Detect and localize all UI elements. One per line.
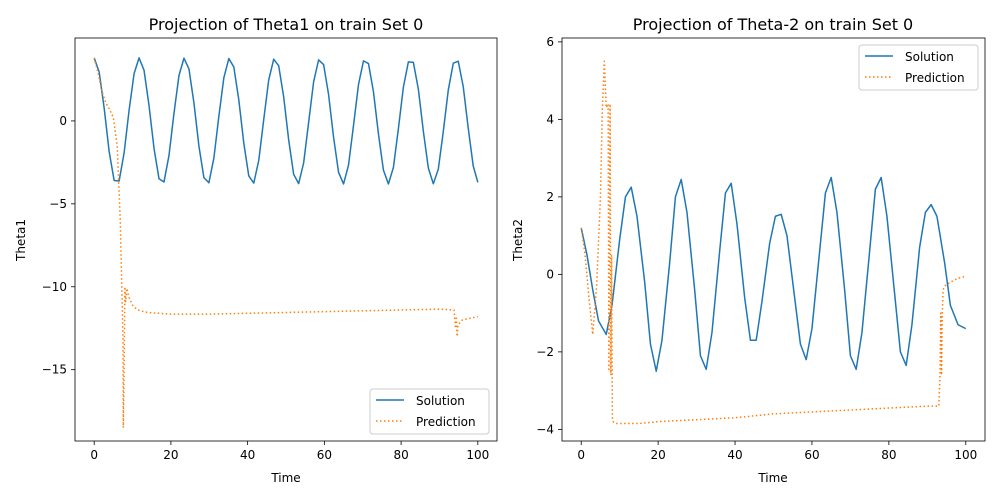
legend-label-prediction: Prediction xyxy=(905,71,965,85)
y-axis-label: Theta2 xyxy=(511,219,525,262)
x-tick-label: 100 xyxy=(466,448,489,462)
y-tick-label: 6 xyxy=(546,35,554,49)
y-tick-label: 2 xyxy=(546,190,554,204)
chart-title: Projection of Theta-2 on train Set 0 xyxy=(633,15,913,34)
y-axis-label: Theta1 xyxy=(14,219,28,262)
y-tick-label: −5 xyxy=(49,197,67,211)
x-axis-label: Time xyxy=(270,471,300,485)
legend: Solution Prediction xyxy=(858,44,979,91)
series-line-solution xyxy=(93,57,479,185)
legend: Solution Prediction xyxy=(369,388,490,435)
series-line-prediction xyxy=(580,60,966,425)
x-tick-label: 80 xyxy=(393,448,408,462)
chart-panel-theta2: Projection of Theta-2 on train Set 0 Tim… xyxy=(511,15,986,485)
x-tick-label: 0 xyxy=(577,448,585,462)
x-tick-label: 100 xyxy=(954,448,977,462)
x-tick-label: 80 xyxy=(881,448,896,462)
y-tick-label: −15 xyxy=(42,363,67,377)
plot-area: 0 20 40 60 80 100 0 −5 −10 −15 xyxy=(42,37,498,462)
x-axis-label: Time xyxy=(757,471,787,485)
y-tick-label: 0 xyxy=(59,114,67,128)
axes-frame xyxy=(561,37,986,442)
x-tick-label: 20 xyxy=(163,448,178,462)
x-tick-label: 0 xyxy=(90,448,98,462)
x-tick-label: 40 xyxy=(240,448,255,462)
x-tick-label: 60 xyxy=(317,448,332,462)
chart-panel-theta1: Projection of Theta1 on train Set 0 Time… xyxy=(14,15,498,485)
plot-area: 0 20 40 60 80 100 −4 −2 0 2 4 6 xyxy=(536,35,986,462)
legend-label-prediction: Prediction xyxy=(416,415,476,429)
legend-label-solution: Solution xyxy=(416,394,465,408)
x-tick-label: 40 xyxy=(727,448,742,462)
series-line-solution xyxy=(580,176,967,372)
axes-frame xyxy=(74,37,498,442)
y-tick-label: 4 xyxy=(546,112,554,126)
y-tick-label: 0 xyxy=(546,267,554,281)
y-tick-label: −10 xyxy=(42,280,67,294)
chart-title: Projection of Theta1 on train Set 0 xyxy=(149,15,424,34)
y-tick-label: −4 xyxy=(536,422,554,436)
y-tick-label: −2 xyxy=(536,345,554,359)
x-tick-label: 20 xyxy=(650,448,665,462)
x-tick-label: 60 xyxy=(804,448,819,462)
legend-label-solution: Solution xyxy=(905,50,954,64)
